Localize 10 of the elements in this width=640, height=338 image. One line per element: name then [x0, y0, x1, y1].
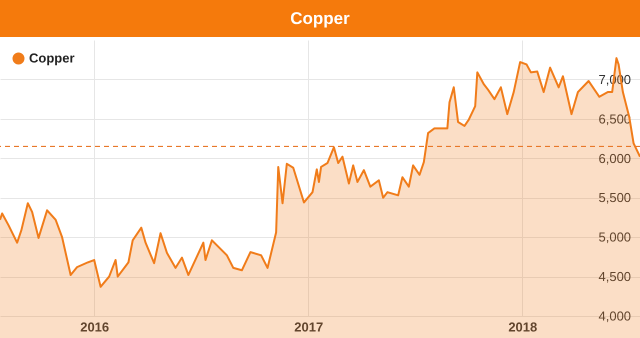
- chart-title: Copper: [0, 0, 640, 37]
- y-tick-label: 5,500: [598, 190, 632, 206]
- x-tick-label: 2018: [508, 320, 538, 334]
- y-tick-label: 4,500: [598, 269, 632, 284]
- legend-label: Copper: [29, 50, 74, 66]
- x-tick-label: 2017: [294, 320, 324, 334]
- x-tick-label: 2016: [80, 320, 110, 334]
- y-tick-label: 4,000: [598, 308, 632, 324]
- y-tick-label: 6,000: [598, 150, 632, 166]
- y-tick-label: 5,000: [598, 230, 632, 245]
